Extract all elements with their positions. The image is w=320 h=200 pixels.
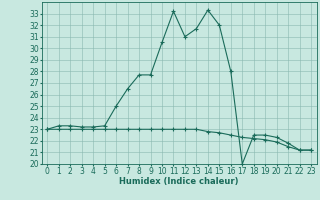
X-axis label: Humidex (Indice chaleur): Humidex (Indice chaleur) [119,177,239,186]
